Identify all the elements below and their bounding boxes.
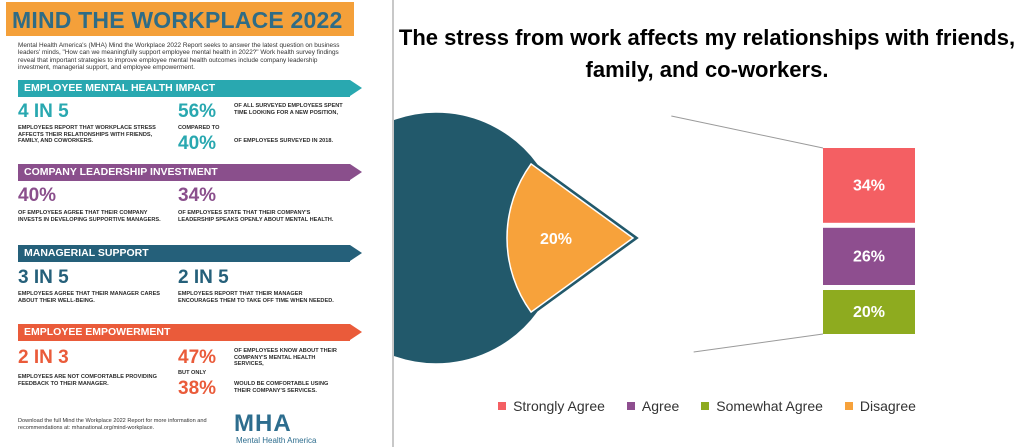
stat-empowerment-left-text: EMPLOYEES ARE NOT COMFORTABLE PROVIDING … <box>18 374 157 387</box>
stat-impact-right: 56% <box>178 101 217 122</box>
bar-segment-strongly-agree <box>823 148 915 223</box>
pie-of-pie-chart: 80% 20% 34% 26% 20% <box>394 111 915 365</box>
legend-label-disagree: Disagree <box>859 398 916 414</box>
pie-label-20: 20% <box>540 231 572 248</box>
panel-divider <box>392 0 394 447</box>
bar-label-strongly-agree: 34% <box>853 178 885 195</box>
stat-managerial-right-text: EMPLOYEES REPORT THAT THEIR MANAGER ENCO… <box>178 291 334 304</box>
pie-slice-disagree <box>506 162 635 314</box>
bar-segment-agree <box>823 227 915 285</box>
infographic-intro: Mental Health America's (MHA) Mind the W… <box>18 42 340 72</box>
mind-the-workplace-infographic: MIND THE WORKPLACE 2022 Mental Health Am… <box>6 2 362 445</box>
legend-swatch-agree <box>626 402 635 410</box>
section-heading-managerial: MANAGERIAL SUPPORT <box>18 245 362 262</box>
legend-swatch-strongly-agree <box>498 402 507 410</box>
section-heading-impact: EMPLOYEE MENTAL HEALTH IMPACT <box>18 80 362 97</box>
chart-title: The stress from work affects my relation… <box>398 25 1016 82</box>
legend-label-strongly-agree: Strongly Agree <box>513 398 605 414</box>
logo-mark: MHA <box>234 410 292 437</box>
legend-swatch-disagree <box>844 402 853 410</box>
mha-logo: MHA Mental Health America <box>234 410 344 445</box>
stat-impact-right-mid: COMPARED TO <box>178 125 220 131</box>
stat-empowerment-right-2: 38% <box>178 378 217 399</box>
legend-label-agree: Agree <box>641 398 680 414</box>
stat-managerial-right: 2 IN 5 <box>178 267 229 288</box>
stat-empowerment-right-text: OF EMPLOYEES KNOW ABOUT THEIR COMPANY'S … <box>234 348 337 368</box>
stat-empowerment-right-text-2: WOULD BE COMFORTABLE USING THEIR COMPANY… <box>234 381 329 394</box>
legend-item-strongly-agree: Strongly Agree <box>498 398 605 414</box>
stat-leadership-left: 40% <box>18 185 57 206</box>
stat-empowerment-right: 47% <box>178 347 217 368</box>
pie-label-80: 80% <box>672 231 704 248</box>
legend-item-somewhat-agree: Somewhat Agree <box>701 398 823 414</box>
legend-item-agree: Agree <box>626 398 680 414</box>
stat-empowerment-right-mid: BUT ONLY <box>178 370 207 376</box>
stat-impact-left-text: EMPLOYEES REPORT THAT WORKPLACE STRESS A… <box>18 125 156 145</box>
stat-impact-right-2: 40% <box>178 133 217 154</box>
bar-label-agree: 26% <box>853 249 885 266</box>
stat-leadership-left-text: OF EMPLOYEES AGREE THAT THEIR COMPANY IN… <box>18 210 161 223</box>
infographic-panel: MIND THE WORKPLACE 2022 Mental Health Am… <box>0 0 392 447</box>
stat-impact-left: 4 IN 5 <box>18 101 69 122</box>
stat-leadership-right: 34% <box>178 185 217 206</box>
stat-managerial-left: 3 IN 5 <box>18 267 69 288</box>
infographic-title-bar: MIND THE WORKPLACE 2022 <box>6 2 354 36</box>
stat-empowerment-left: 2 IN 3 <box>18 347 69 368</box>
logo-label: Mental Health America <box>236 436 317 445</box>
legend-item-disagree: Disagree <box>844 398 916 414</box>
connector-line-bottom <box>693 333 824 353</box>
connector-line-top <box>671 115 824 149</box>
bar-label-somewhat-agree: 20% <box>853 304 885 321</box>
stat-impact-right-text: OF ALL SURVEYED EMPLOYEES SPENT TIME LOO… <box>234 103 343 116</box>
chart-panel: The stress from work affects my relation… <box>394 0 1020 447</box>
bar-segment-somewhat-agree <box>823 290 915 334</box>
legend-swatch-somewhat-agree <box>701 402 710 410</box>
infographic-footer: Download the full Mind the Workplace 202… <box>18 418 207 431</box>
legend-label-somewhat-agree: Somewhat Agree <box>716 398 823 414</box>
stat-managerial-left-text: EMPLOYEES AGREE THAT THEIR MANAGER CARES… <box>18 291 161 304</box>
chart-legend: Strongly Agree Agree Somewhat Agree Disagre… <box>394 398 1020 414</box>
infographic-title: MIND THE WORKPLACE 2022 <box>12 7 343 33</box>
stat-leadership-right-text: OF EMPLOYEES STATE THAT THEIR COMPANY'S … <box>178 210 334 223</box>
section-heading-empowerment: EMPLOYEE EMPOWERMENT <box>18 324 362 341</box>
stat-impact-right-text-2: OF EMPLOYEES SURVEYED IN 2018. <box>234 138 334 144</box>
section-heading-leadership: COMPANY LEADERSHIP INVESTMENT <box>18 164 362 181</box>
